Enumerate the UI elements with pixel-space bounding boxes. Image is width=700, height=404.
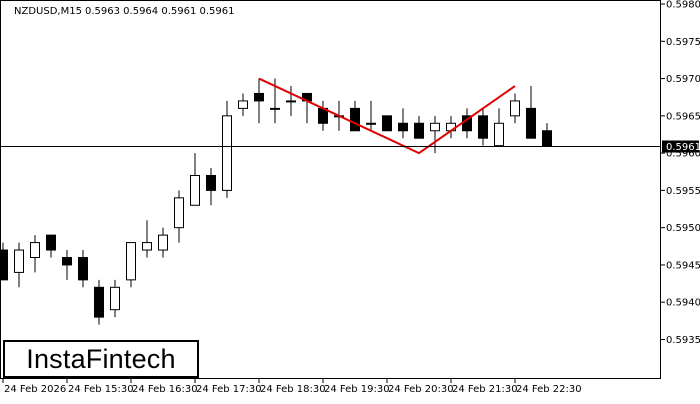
candle (158, 227, 168, 258)
candle-body-bull (30, 242, 40, 258)
current-price-tag-label: 0.5961 (666, 142, 700, 153)
candle (254, 78, 264, 124)
candle (190, 153, 200, 206)
candle-body-bull (430, 122, 440, 132)
candle (110, 279, 120, 318)
candle-body-bear (414, 122, 424, 139)
current-price-tag: 0.5961 (662, 140, 700, 153)
candle-body-bear (78, 256, 88, 281)
candle (0, 242, 8, 281)
candle (286, 86, 296, 116)
candle (14, 242, 24, 288)
candle (78, 250, 88, 288)
x-tick-label: 24 Feb 19:30 (324, 384, 390, 395)
candle (366, 100, 376, 131)
candle (94, 279, 104, 325)
candle-body-bear (46, 234, 56, 251)
candle-body-bull (510, 100, 520, 117)
candle (126, 242, 136, 288)
x-tick-label: 24 Feb 17:30 (196, 384, 262, 395)
candle-body-bull (142, 242, 152, 251)
brand-logo-box: InstaFintech (3, 340, 199, 378)
x-tick-label: 24 Feb 18:30 (260, 384, 326, 395)
candle (414, 115, 424, 139)
y-tick-label: 0.5945 (666, 260, 700, 271)
candle-body-bear (94, 286, 104, 318)
candle (542, 123, 552, 147)
current-price-tag-box (662, 140, 699, 153)
candle-body-bull (158, 234, 168, 251)
candle-body-bull (222, 115, 232, 191)
candle (62, 250, 72, 280)
candle-body-bull (270, 107, 280, 110)
pattern-layer (258, 77, 516, 155)
candle (478, 108, 488, 146)
y-tick-label: 0.5970 (666, 74, 700, 85)
candle-body-bull (190, 174, 200, 206)
candles-layer (0, 78, 552, 325)
candle-body-bull (366, 122, 376, 125)
candle (238, 93, 248, 116)
brand-logo-text: InstaFintech (26, 343, 176, 374)
candle-body-bull (174, 197, 184, 229)
candle (222, 100, 232, 198)
x-tick-label: 24 Feb 21:30 (452, 384, 518, 395)
candle (382, 115, 392, 132)
y-tick-label: 0.5955 (666, 186, 700, 197)
candle (30, 235, 40, 273)
y-tick-label: 0.5960 (666, 149, 700, 160)
candle (174, 190, 184, 243)
candle (526, 86, 536, 139)
candle-body-bear (62, 256, 72, 266)
candle (494, 108, 504, 147)
candle-body-bear (398, 122, 408, 132)
candle-body-bear (350, 107, 360, 132)
candle-body-bull (494, 122, 504, 147)
y-tick-label: 0.5940 (666, 298, 700, 309)
candle (398, 108, 408, 139)
candle-body-bull (286, 100, 296, 103)
x-tick-label: 24 Feb 16:30 (132, 384, 198, 395)
x-tick-label: 24 Feb 20:30 (388, 384, 454, 395)
x-tick-label: 24 Feb 15:30 (68, 384, 134, 395)
candle-body-bear (382, 115, 392, 132)
y-tick-label: 0.5950 (666, 223, 700, 234)
plot-frame (0, 0, 661, 379)
candle-body-bear (206, 174, 216, 191)
candle-body-bull (238, 100, 248, 109)
candle-body-bull (126, 242, 136, 281)
candle (142, 220, 152, 258)
candle-body-bear (478, 115, 488, 139)
x-tick-label: 24 Feb 2026 (4, 384, 66, 395)
x-tick-label: 24 Feb 22:30 (516, 384, 582, 395)
candle-body-bear (0, 249, 8, 281)
candle-body-bear (526, 107, 536, 139)
candle-body-bear (254, 92, 264, 102)
candle-body-bull (14, 249, 24, 273)
candle (206, 168, 216, 206)
double-top-pattern-line (258, 77, 516, 155)
candle (350, 100, 360, 132)
candle-body-bull (110, 286, 120, 311)
symbol-label: NZDUSD,M15 (14, 6, 82, 17)
y-tick-label: 0.5965 (666, 111, 700, 122)
candle (46, 234, 56, 258)
y-tick-label: 0.5975 (666, 37, 700, 48)
candle (510, 93, 520, 124)
y-tick-label: 0.5935 (666, 335, 700, 346)
y-tick-label: 0.5980 (666, 0, 700, 11)
y-axis: 0.5980 0.5975 0.5970 0.5965 0.5960 0.5955 0.59… (661, 0, 700, 346)
candle-body-bear (542, 130, 552, 147)
ohlc-label: 0.5963 0.5964 0.5961 0.5961 (85, 6, 235, 17)
